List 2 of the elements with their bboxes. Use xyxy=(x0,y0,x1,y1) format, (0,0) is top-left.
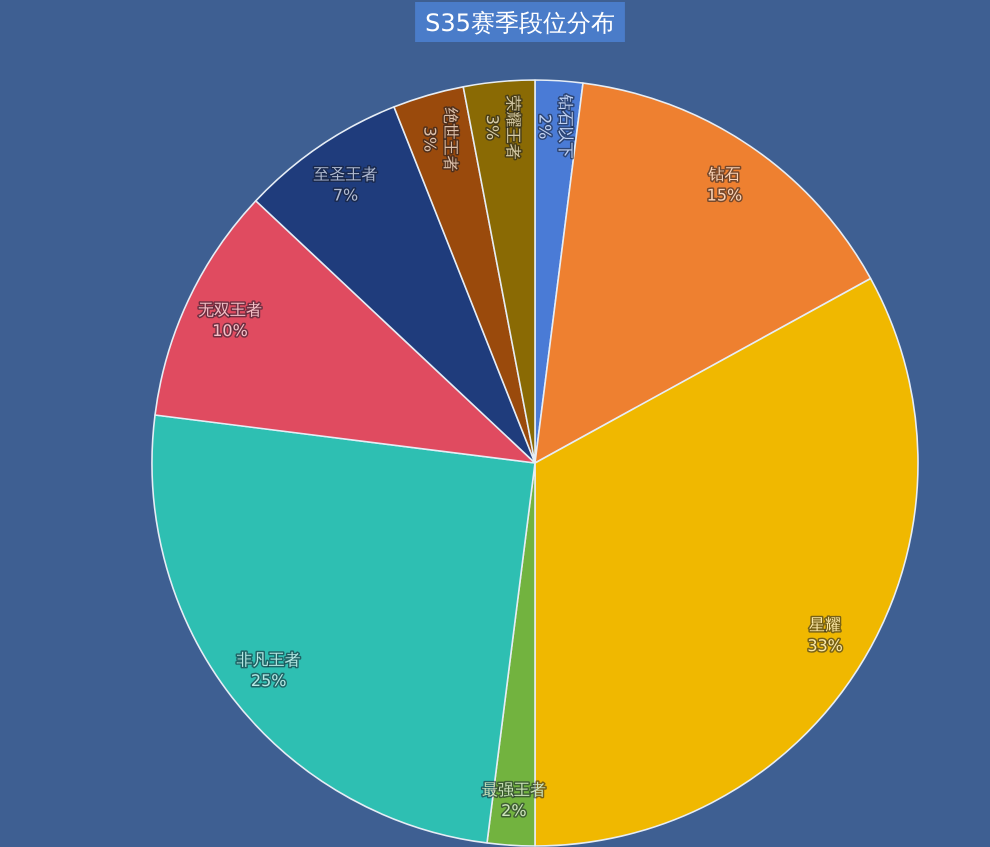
title: S35赛季段位分布 xyxy=(415,2,625,42)
chart-title: S35赛季段位分布 xyxy=(425,9,615,37)
